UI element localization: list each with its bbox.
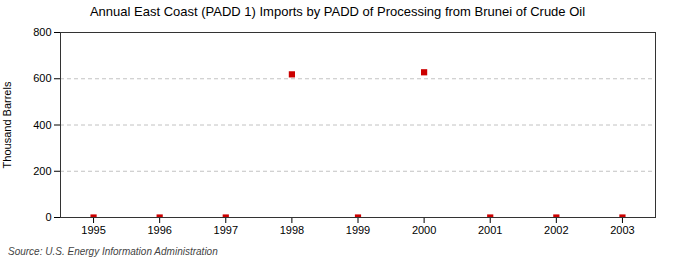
svg-text:1999: 1999 [346, 224, 370, 236]
svg-text:1996: 1996 [147, 224, 171, 236]
svg-text:2002: 2002 [544, 224, 568, 236]
svg-text:1998: 1998 [280, 224, 304, 236]
svg-text:2000: 2000 [412, 224, 436, 236]
html-text:Source: U.S. Energy Informatio: Source: U.S. Energy Information Administ… [8, 246, 218, 257]
svg-text:2001: 2001 [478, 224, 502, 236]
html-text:Annual East Coast (PADD 1) Imp: Annual East Coast (PADD 1) Imports by PA… [89, 4, 586, 19]
svg-text:600: 600 [33, 72, 51, 84]
svg-text:2003: 2003 [610, 224, 634, 236]
svg-text:Thousand Barrels: Thousand Barrels [1, 81, 13, 168]
svg-text:400: 400 [33, 119, 51, 131]
svg-text:800: 800 [33, 26, 51, 38]
svg-text:1997: 1997 [214, 224, 238, 236]
svg-text:200: 200 [33, 165, 51, 177]
svg-text:0: 0 [45, 211, 51, 223]
svg-text:1995: 1995 [81, 224, 105, 236]
